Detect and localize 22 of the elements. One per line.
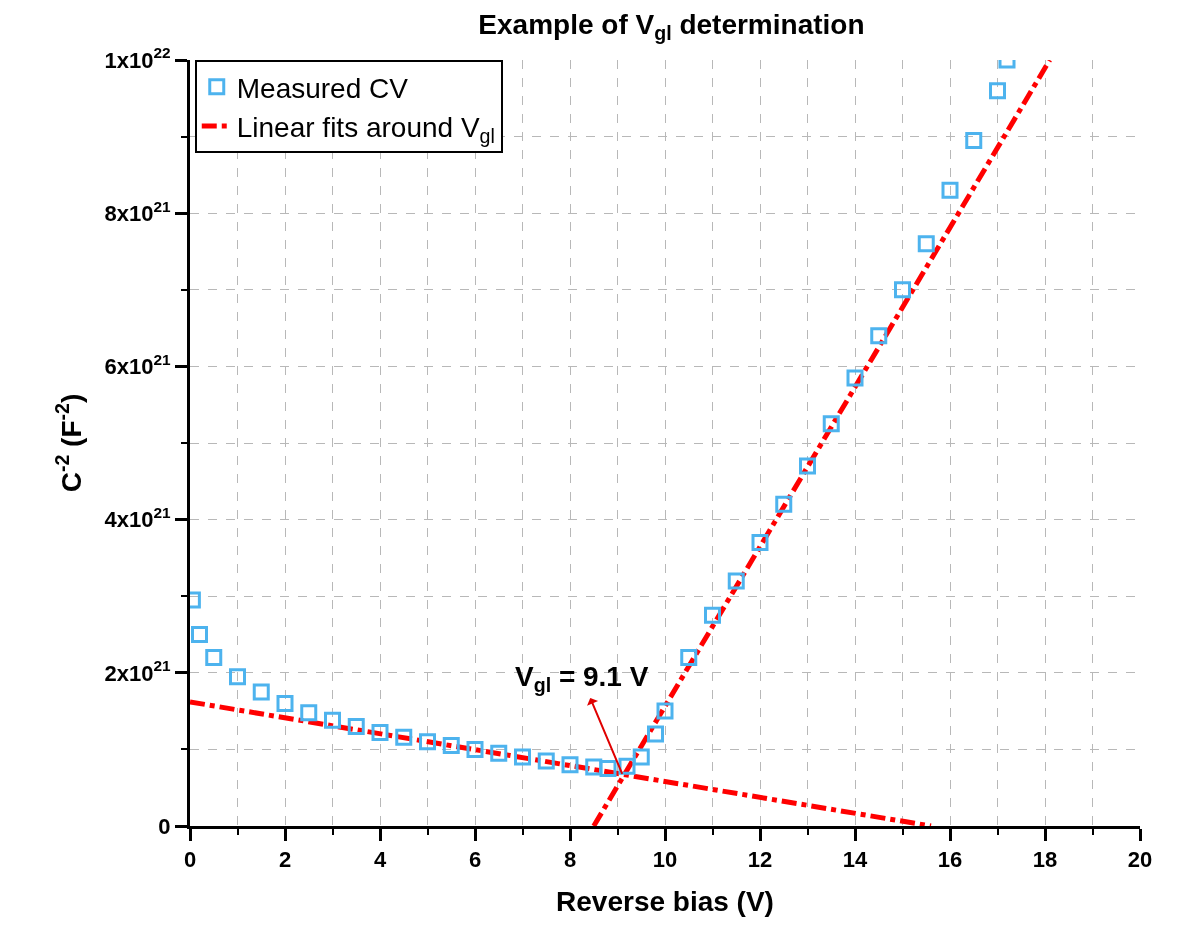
x-tick-label: 18 [1032,847,1058,873]
y-tick-label: 1x10$^{22}$ [104,44,171,73]
x-axis-title: Reverse bias (V) [556,885,774,917]
x-tick-label: 16 [937,847,963,873]
x-tick-label: 14 [842,847,868,873]
annotation: V$_{gl}$ = 9.1 V [515,661,649,696]
x-tick-label: 4 [373,847,387,873]
y-tick-label: 6x10$^{21}$ [104,350,172,380]
x-tick-label: 12 [747,847,773,873]
x-tick-label: 10 [652,847,678,873]
y-tick-label: 2x10$^{21}$ [104,657,172,686]
y-tick-label: 4x10$^{21}$ [104,504,172,533]
x-tick-label: 20 [1127,847,1153,873]
x-tick-label: 8 [563,847,577,873]
x-tick-label: 0 [183,847,197,873]
chart-title: Example of V$_{gl}$ determination [478,8,865,44]
x-tick-label: 6 [468,847,482,873]
legend-label: Linear fits around V$_{gl}$ [236,112,495,147]
y-tick-label: 0 [158,813,171,839]
y-tick-label: 8x10$^{21}$ [104,197,172,226]
x-tick-label: 2 [278,847,292,873]
legend-label: Measured CV [236,72,409,104]
